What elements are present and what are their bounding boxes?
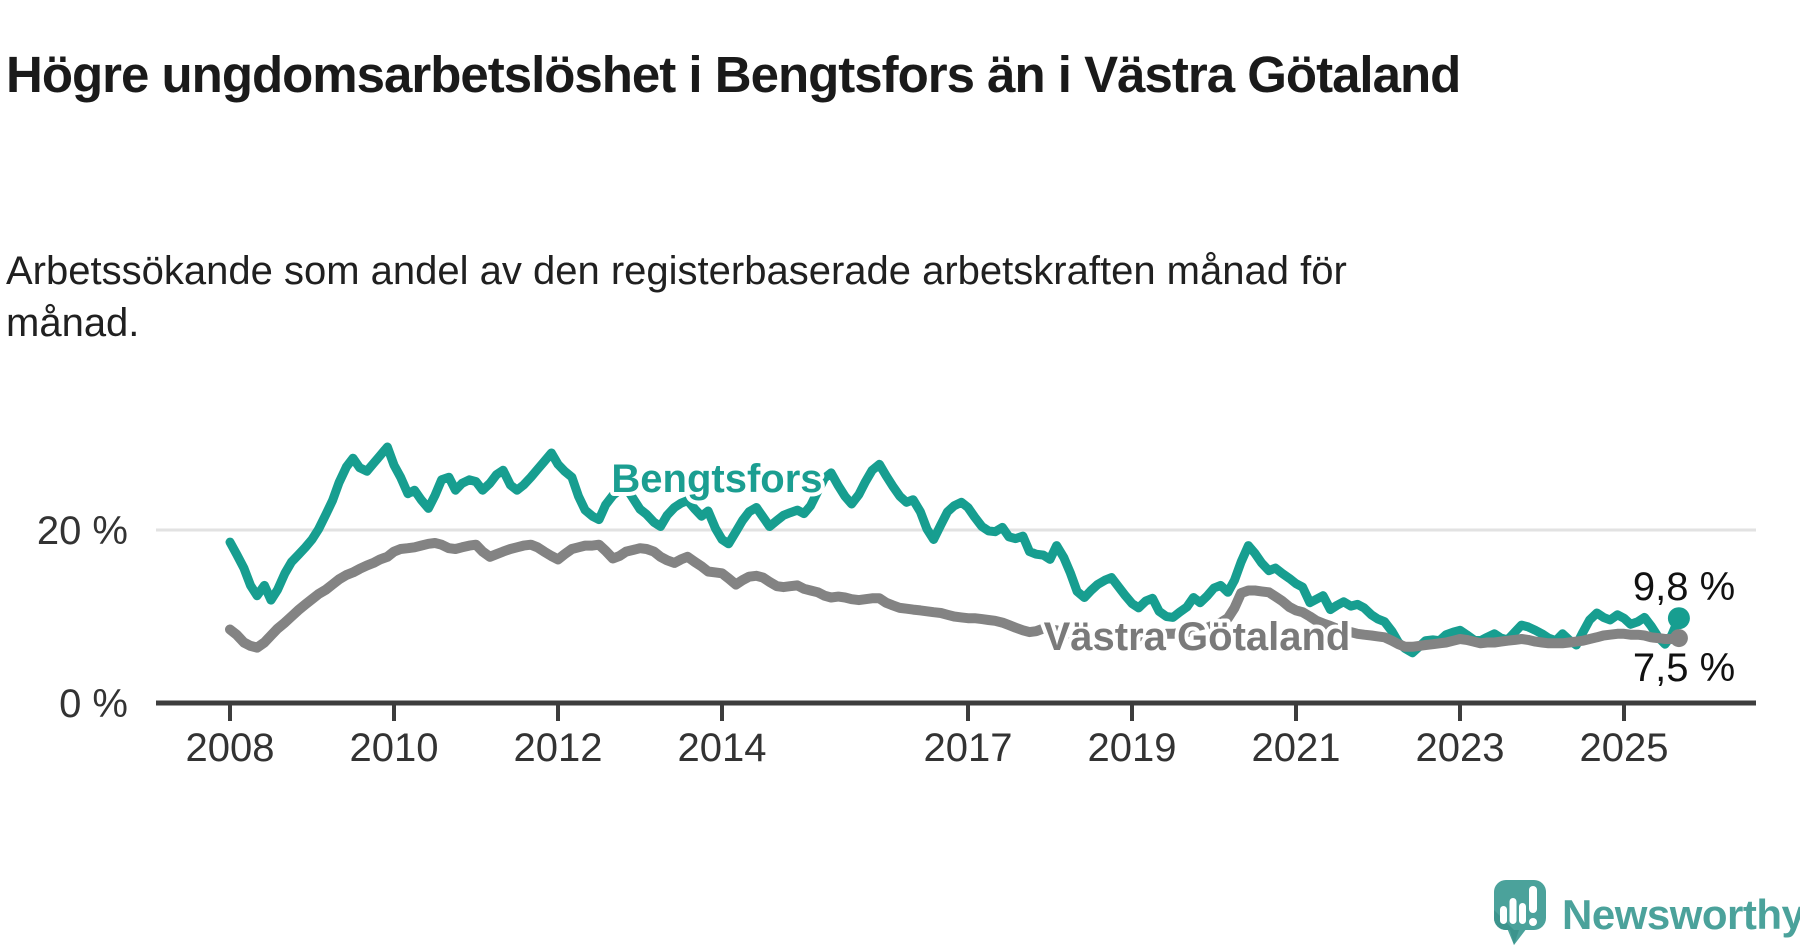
y-tick-label-0: 0 % [59,682,128,726]
newsworthy-logo-icon [1490,878,1548,951]
bengtsfors-end-value-label: 9,8 % [1633,565,1735,609]
vastra-gotaland-series-label: Västra Götaland [1044,615,1351,659]
newsworthy-logo-text: Newsworthy [1562,890,1800,938]
bengtsfors-end-dot [1667,607,1690,630]
vastra-gotaland-end-dot [1669,629,1688,648]
x-tick-label-2025: 2025 [1580,726,1669,770]
x-tick-label-2008: 2008 [186,726,275,770]
logo-exclamation-dot [1529,918,1537,926]
vastra-gotaland-line [225,538,1684,653]
x-tick-label-2023: 2023 [1416,726,1505,770]
logo-bar-2 [1509,898,1517,924]
newsworthy-logo[interactable]: Newsworthy [1490,878,1800,951]
logo-exclamation-bar [1529,886,1537,913]
x-tick-label-2021: 2021 [1252,726,1341,770]
x-tick-label-2010: 2010 [350,726,439,770]
y-tick-label-20: 20 % [37,509,128,553]
logo-bar-3 [1519,903,1526,924]
page-title: Högre ungdomsarbetslöshet i Bengtsfors ä… [6,46,1461,104]
logo-tail-shade [1510,930,1519,945]
vastra-gotaland-end-value-label: 7,5 % [1633,646,1735,690]
x-tick-label-2017: 2017 [924,726,1013,770]
x-tick-label-2019: 2019 [1088,726,1177,770]
chart-subtitle: Arbetssökande som andel av den registerb… [6,249,1347,345]
bengtsfors-series-label: Bengtsfors [611,457,822,501]
x-tick-label-2012: 2012 [514,726,603,770]
x-tick-label-2014: 2014 [678,726,767,770]
logo-bar-1 [1500,906,1507,924]
